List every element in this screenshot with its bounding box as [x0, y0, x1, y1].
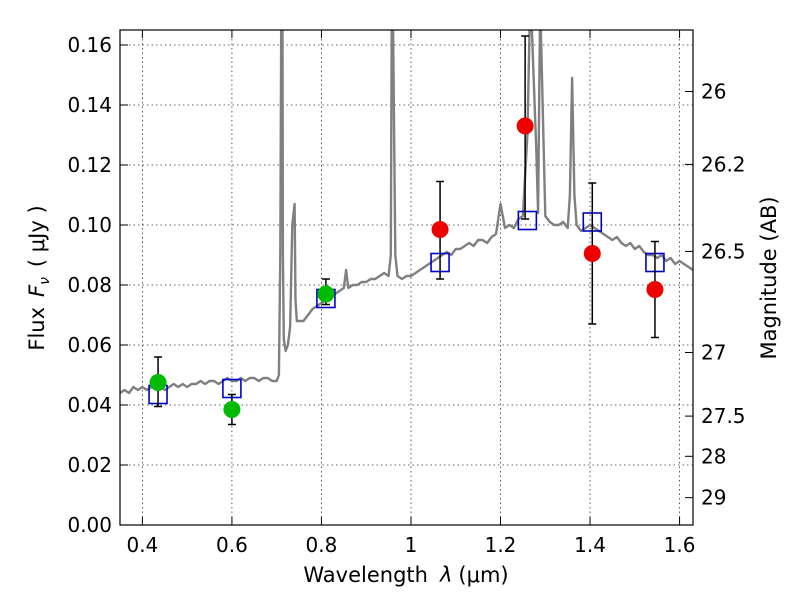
- mag-tick-label: 27: [701, 341, 726, 365]
- y-axis-title: Flux Fν ( μJy ): [25, 205, 53, 350]
- mag-tick-label: 27.5: [701, 404, 746, 428]
- y-tick-label: 0.08: [67, 273, 112, 297]
- ticks: 0.4 0.6 0.8 1 1.2 1.4 1.6 0.00 0.02 0.04 0.06 0.08 0…: [67, 30, 746, 557]
- model-spectrum-line: [120, 30, 693, 395]
- y-tick-label: 0.10: [67, 213, 112, 237]
- mag-tick-label: 26.2: [701, 152, 746, 176]
- y-axis-title-symbol: F: [25, 284, 49, 297]
- x-axis-title-symbol: λ: [439, 563, 452, 587]
- y-axis-title-unit: ( μJy ): [25, 205, 49, 267]
- mag-tick-label: 26: [701, 80, 726, 104]
- y-tick-label: 0.04: [67, 393, 112, 417]
- y-tick-label: 0.12: [67, 153, 112, 177]
- x-tick-label: 1.6: [664, 533, 696, 557]
- x-tick-label: 1.4: [574, 533, 606, 557]
- mag-tick-label: 29: [701, 486, 726, 510]
- data-point: [317, 285, 335, 303]
- model-photometry-square: [517, 210, 538, 231]
- x-axis-title-unit: (μm): [458, 563, 508, 587]
- y-tick-label: 0.02: [67, 453, 112, 477]
- y-tick-label: 0.16: [67, 33, 112, 57]
- y-tick-label: 0.14: [67, 93, 112, 117]
- y-axis-title-prefix: Flux: [25, 307, 49, 351]
- x-tick-label: 0.4: [126, 533, 158, 557]
- data-point: [583, 245, 601, 262]
- data-point: [646, 281, 664, 298]
- y-tick-label: 0.06: [67, 333, 112, 357]
- data-point: [431, 221, 449, 238]
- x-tick-label: 1: [405, 533, 418, 557]
- y-tick-label: 0.00: [67, 513, 112, 537]
- y2-axis-title: Magnitude (AB): [757, 196, 781, 359]
- mag-tick-label: 26.5: [701, 239, 746, 263]
- plot-frame: [119, 29, 694, 526]
- data-point: [516, 117, 534, 135]
- x-tick-label: 0.8: [306, 533, 338, 557]
- x-tick-label: 1.2: [485, 533, 517, 557]
- data-point: [223, 401, 241, 418]
- x-tick-label: 0.6: [216, 533, 248, 557]
- plot-area: [120, 30, 693, 426]
- mag-tick-label: 28: [701, 444, 726, 468]
- grid: [120, 30, 693, 526]
- y-axis-title-subscript: ν: [37, 277, 53, 285]
- x-axis-title-prefix: Wavelength: [303, 563, 428, 587]
- data-point: [149, 374, 167, 391]
- x-axis-title: Wavelength λ (μm): [303, 563, 508, 587]
